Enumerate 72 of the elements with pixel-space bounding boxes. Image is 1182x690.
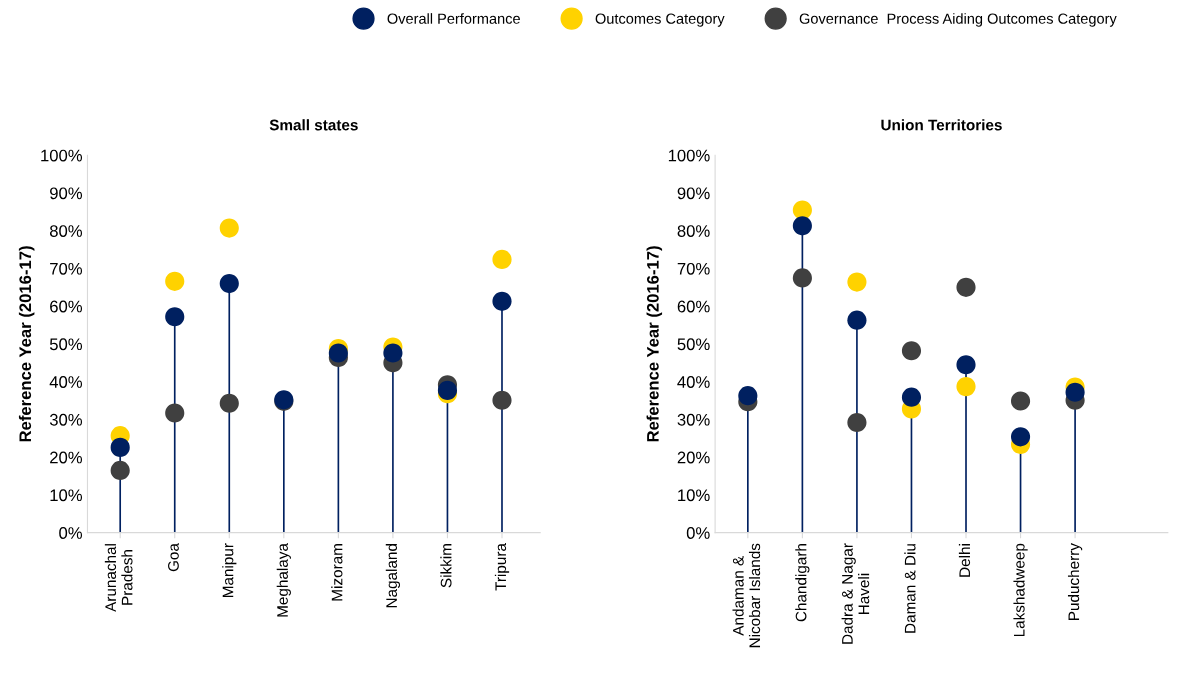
x-tick-label: Delhi xyxy=(958,544,971,577)
y-tick-label: 100% xyxy=(668,149,710,162)
y-tick-label: 90% xyxy=(50,187,83,200)
y-tick-label: 30% xyxy=(49,413,83,426)
point xyxy=(110,460,130,480)
x-tick-label: Chandigarh xyxy=(795,544,810,622)
x-tick-label: Daman & Diu xyxy=(904,544,916,633)
point xyxy=(792,216,812,236)
point xyxy=(328,343,348,363)
y-tick-label: 0% xyxy=(59,527,83,539)
y-tick-label: 10% xyxy=(678,489,710,502)
y-tick-label: 60% xyxy=(677,300,710,313)
point xyxy=(847,272,867,292)
x-tick-label: Sikkim xyxy=(440,544,452,588)
point xyxy=(492,390,512,410)
point xyxy=(847,412,867,433)
y-axis-title: Reference Year (2016-17) xyxy=(646,246,663,442)
point xyxy=(956,377,976,397)
point xyxy=(219,218,239,238)
x-tick-label: Arunachal Pradesh xyxy=(104,544,133,612)
y-tick-label: 10% xyxy=(50,489,83,502)
x-tick-label: Puducherry xyxy=(1067,543,1083,620)
point xyxy=(492,291,512,311)
x-tick-label: Lakshadweep xyxy=(1013,543,1028,637)
point xyxy=(492,249,512,269)
y-tick-label: 40% xyxy=(49,376,83,388)
point xyxy=(792,268,812,288)
x-tick-label: Nagaland xyxy=(385,544,401,608)
x-tick-label: Mizoram xyxy=(331,544,343,601)
point xyxy=(110,437,130,457)
legend-label: Governance Process Aiding Outcomes Category xyxy=(799,13,1117,27)
point xyxy=(1065,382,1085,402)
x-tick-label: Manipur xyxy=(222,543,237,598)
y-tick-label: 80% xyxy=(49,225,83,237)
point xyxy=(1010,427,1031,447)
x-tick-label: Meghalaya xyxy=(276,543,291,617)
point xyxy=(956,277,976,297)
point xyxy=(219,274,239,294)
point xyxy=(1010,391,1031,411)
chart-title: Union Territories xyxy=(881,119,1002,131)
chart-title: Small states xyxy=(269,119,358,131)
point xyxy=(792,200,812,220)
point xyxy=(165,271,185,291)
y-tick-label: 20% xyxy=(50,451,83,464)
point xyxy=(165,403,185,423)
y-tick-label: 70% xyxy=(677,262,710,275)
x-tick-label: Andaman & Nicobar Islands xyxy=(732,543,761,648)
point xyxy=(738,386,758,406)
y-tick-label: 50% xyxy=(49,338,83,351)
y-tick-label: 80% xyxy=(677,225,710,237)
legend-label: Outcomes Category xyxy=(595,13,725,27)
y-tick-label: 60% xyxy=(50,300,83,313)
point xyxy=(901,341,922,361)
point xyxy=(165,307,185,327)
y-tick-label: 50% xyxy=(677,338,710,351)
point xyxy=(956,355,976,375)
legend-label: Overall Performance xyxy=(387,13,520,24)
y-tick-label: 90% xyxy=(677,187,710,200)
x-tick-label: Dadra & Nagar Haveli xyxy=(841,543,870,644)
point xyxy=(219,393,239,413)
x-tick-label: Goa xyxy=(168,543,179,572)
point xyxy=(383,343,403,363)
x-tick-label: Tripura xyxy=(494,543,510,591)
y-tick-label: 70% xyxy=(50,262,83,275)
y-tick-label: 100% xyxy=(41,149,83,162)
y-tick-label: 0% xyxy=(686,527,710,539)
y-tick-label: 30% xyxy=(677,413,710,426)
y-axis-title: Reference Year (2016-17) xyxy=(18,246,35,442)
y-tick-label: 20% xyxy=(677,451,710,464)
y-tick-label: 40% xyxy=(677,376,710,388)
point xyxy=(847,310,867,330)
point xyxy=(901,387,922,407)
